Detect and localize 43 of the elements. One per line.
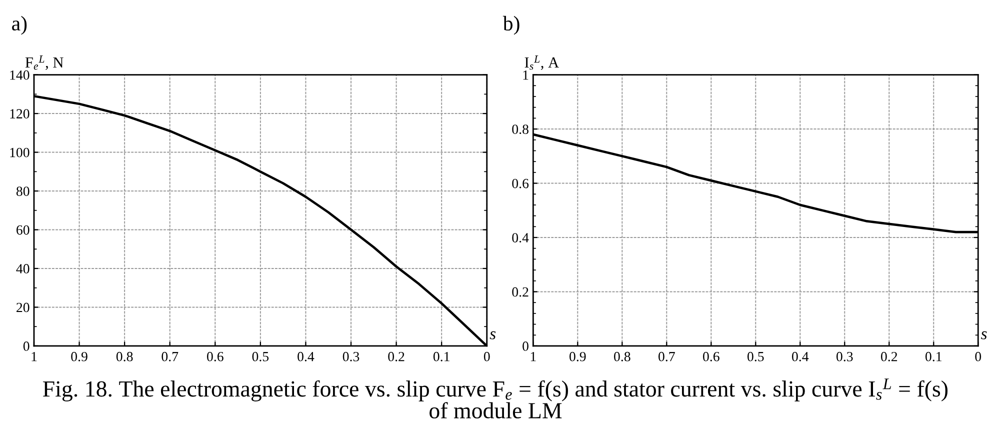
y-tick-label: 0.6 xyxy=(512,178,529,188)
x-tick-label: 0.3 xyxy=(342,352,360,362)
x-tick-label: 0.9 xyxy=(71,352,88,362)
y-tick-label: 0.2 xyxy=(512,287,528,297)
x-tick-label: 0.5 xyxy=(747,352,764,362)
y-tick-label: 80 xyxy=(16,186,30,196)
x-tick-label: 0.6 xyxy=(702,352,720,362)
x-tick-label: 1 xyxy=(32,352,37,362)
text: Fig. 18. The electromagnetic force vs. slip curve F$_{e}$ = f(s) and stator current vs. slip curve I$_{s}$$^{L}$ = f(s) of module LM xyxy=(42,378,948,418)
y-tick-label: 0 xyxy=(522,342,528,351)
x-tick-label: 0.8 xyxy=(614,352,630,362)
y-axis-title: I$_{s}$$^{L}$, A xyxy=(524,56,559,70)
x-tick-label: 0.2 xyxy=(880,352,898,362)
y-tick-label: 0 xyxy=(23,342,30,351)
x-tick-label: 0 xyxy=(484,352,490,362)
chart-title: b) xyxy=(502,16,520,35)
x-axis-title: s xyxy=(490,331,496,340)
y-tick-label: 60 xyxy=(16,225,30,235)
x-tick-label: 0.8 xyxy=(116,352,133,362)
y-tick-label: 140 xyxy=(10,70,30,80)
y-tick-label: 120 xyxy=(10,109,30,118)
x-tick-label: 0.6 xyxy=(206,352,224,362)
y-tick-label: 100 xyxy=(10,148,30,158)
x-tick-label: 0.5 xyxy=(252,352,269,362)
y-tick-label: 40 xyxy=(16,264,30,274)
x-tick-label: 1 xyxy=(530,352,536,362)
x-tick-label: 0 xyxy=(975,352,982,362)
x-tick-label: 0.7 xyxy=(658,352,675,362)
x-tick-label: 0.4 xyxy=(792,352,809,362)
y-tick-label: 0.4 xyxy=(512,233,529,243)
x-tick-label: 0.2 xyxy=(388,352,404,362)
y-axis-title: F$_{e}$$^{L}$, N xyxy=(25,56,64,70)
x-tick-label: 0.1 xyxy=(433,352,450,362)
x-tick-label: 0.3 xyxy=(836,352,853,362)
y-tick-label: 1 xyxy=(523,70,528,80)
x-axis-title: s xyxy=(980,331,987,340)
x-tick-label: 0.7 xyxy=(162,352,178,362)
x-tick-label: 0.4 xyxy=(298,352,314,362)
x-tick-label: 0.9 xyxy=(570,352,586,362)
y-tick-label: 0.8 xyxy=(512,124,528,134)
chart-title: a) xyxy=(12,16,27,35)
x-tick-label: 0.1 xyxy=(925,352,942,362)
y-tick-label: 20 xyxy=(16,302,30,312)
